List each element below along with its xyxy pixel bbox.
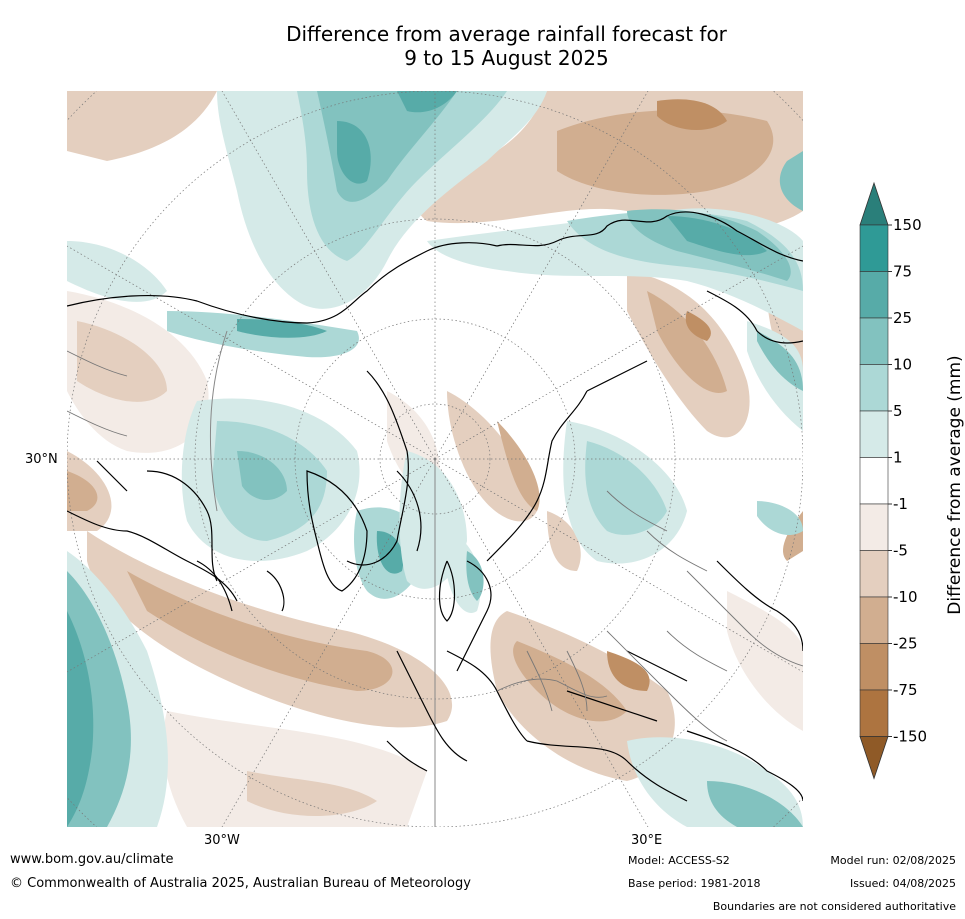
colorbar-segment (859, 364, 889, 412)
colorbar-tick-label: -1 (893, 495, 908, 513)
colorbar-tick-label: 5 (893, 402, 903, 420)
colorbar-tick-label: -75 (893, 681, 918, 699)
colorbar-segment (859, 503, 889, 551)
colorbar-segment (859, 596, 889, 644)
model-run-label: Model run: 02/08/2025 (830, 854, 956, 867)
colorbar-segment (859, 224, 889, 272)
colorbar-segment (859, 689, 889, 737)
rainfall-anomaly-map (67, 91, 803, 827)
lon-label-30e: 30°E (631, 833, 663, 848)
colorbar-tick-label: -150 (893, 728, 927, 746)
base-period-label: Base period: 1981-2018 (628, 877, 761, 890)
colorbar-segment (859, 271, 889, 319)
colorbar-tick-label: 25 (893, 309, 912, 327)
solid-reference-lines (209, 330, 436, 827)
coastlines (67, 211, 803, 802)
title-line-2: 9 to 15 August 2025 (404, 46, 609, 70)
colorbar-segment (859, 317, 889, 365)
colorbar-segment (859, 457, 889, 505)
colorbar-tick-label: 10 (893, 356, 912, 374)
colorbar-legend: 150 75 25 10 5 1 -1 -5 -10 -25 -75 -150 (859, 181, 927, 780)
colorbar-tick-label: 75 (893, 263, 912, 281)
copyright-text: © Commonwealth of Australia 2025, Austra… (10, 876, 471, 891)
colorbar-upper-extension (859, 181, 889, 226)
model-label: Model: ACCESS-S2 (628, 854, 730, 867)
lat-label-30n: 30°N (25, 452, 58, 467)
map-title: Difference from average rainfall forecas… (0, 22, 965, 70)
colorbar-tick-label: 1 (893, 449, 903, 467)
dry-anomaly-fields (67, 91, 803, 827)
colorbar-tick-label: -5 (893, 542, 908, 560)
colorbar-segment (859, 410, 889, 458)
colorbar-tick-label: 150 (893, 216, 922, 234)
website-link[interactable]: www.bom.gov.au/climate (10, 852, 174, 867)
title-line-1: Difference from average rainfall forecas… (286, 22, 727, 46)
colorbar-segment (859, 550, 889, 598)
colorbar-tick-label: -10 (893, 588, 918, 606)
country-boundaries (67, 350, 803, 742)
lon-label-30w: 30°W (204, 833, 240, 848)
disclaimer-label: Boundaries are not considered authoritat… (712, 900, 956, 913)
colorbar-lower-extension (859, 736, 889, 780)
colorbar-segment (859, 643, 889, 691)
legend-title: Difference from average (mm) (945, 355, 965, 615)
colorbar-tick-label: -25 (893, 635, 918, 653)
issued-label: Issued: 04/08/2025 (849, 877, 956, 890)
